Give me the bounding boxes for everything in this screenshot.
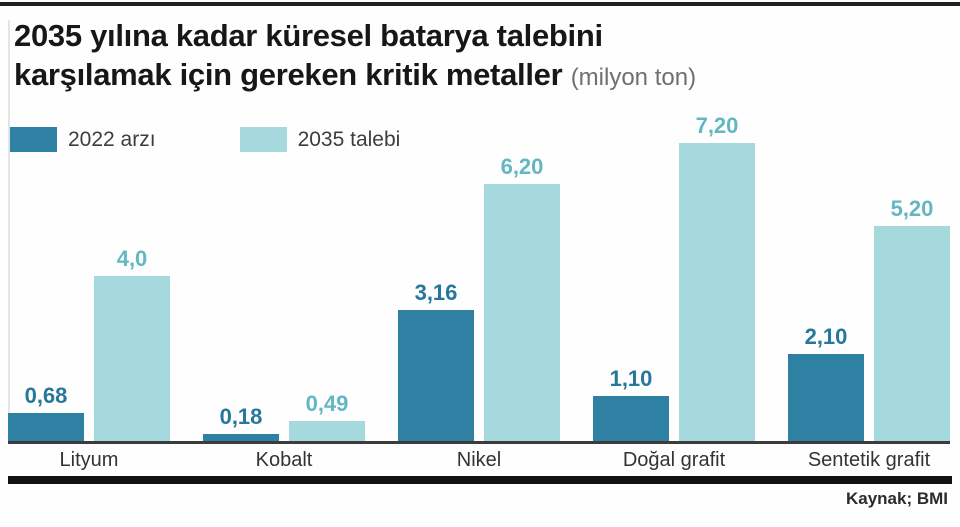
page-title-line1: 2035 yılına kadar küresel batarya talebi… xyxy=(14,18,603,53)
legend-label-2022: 2022 arzı xyxy=(68,127,156,151)
bar-cell-nikel-2035-talebi: 6,20 xyxy=(484,110,560,441)
bar-cell-lityum-2035-talebi: 4,0 xyxy=(94,110,170,441)
bar-cell-lityum-2022-arz-: 0,68 xyxy=(8,110,84,441)
bar-group-nikel: 3,16 6,20 xyxy=(398,110,560,441)
value-label-lityum-2035-talebi: 4,0 xyxy=(116,245,148,271)
value-label-kobalt-2035-talebi: 0,49 xyxy=(305,390,349,416)
bar-do-al-grafit-2022-arz- xyxy=(593,395,669,441)
category-label-kobalt: Kobalt xyxy=(255,449,313,471)
bar-cell-sentetik-grafit-2022-arz-: 2,10 xyxy=(788,110,864,441)
legend-item-2035: 2035 talebi xyxy=(239,127,401,152)
legend-swatch-2035 xyxy=(239,127,287,152)
bar-lityum-2022-arz- xyxy=(8,412,84,441)
bar-do-al-grafit-2035-talebi xyxy=(679,143,755,441)
legend-label-2035: 2035 talebi xyxy=(297,127,401,151)
bar-nikel-2022-arz- xyxy=(398,310,474,441)
chart-legend: 2022 arzı 2035 talebi xyxy=(10,127,400,152)
page-title: 2035 yılına kadar küresel batarya talebi… xyxy=(14,16,696,97)
bar-cell-kobalt-2022-arz-: 0,18 xyxy=(203,110,279,441)
left-border-line xyxy=(8,20,10,440)
category-label-nikel: Nikel xyxy=(456,449,502,471)
bar-cell-sentetik-grafit-2035-talebi: 5,20 xyxy=(874,110,950,441)
bar-nikel-2035-talebi xyxy=(484,184,560,441)
legend-swatch-2022 xyxy=(10,127,57,152)
bar-group-sentetik-grafit: 2,10 5,20 xyxy=(788,110,950,441)
bar-sentetik-grafit-2035-talebi xyxy=(874,225,950,441)
value-label-nikel-2022-arz-: 3,16 xyxy=(414,280,458,306)
category-label-lityum: Lityum xyxy=(59,449,119,471)
category-axis: Lityum Kobalt Nikel Doğal grafit Sentetik gr… xyxy=(8,449,950,472)
value-label-do-al-grafit-2022-arz-: 1,10 xyxy=(609,365,653,391)
value-label-sentetik-grafit-2022-arz-: 2,10 xyxy=(804,324,848,350)
bar-cell-nikel-2022-arz-: 3,16 xyxy=(398,110,474,441)
value-label-do-al-grafit-2035-talebi: 7,20 xyxy=(695,113,739,139)
bar-kobalt-2022-arz- xyxy=(203,433,279,441)
value-label-kobalt-2022-arz-: 0,18 xyxy=(219,403,263,429)
category-label-do-al-grafit: Doğal grafit xyxy=(622,449,726,471)
bar-cell-do-al-grafit-2035-talebi: 7,20 xyxy=(679,110,755,441)
bar-sentetik-grafit-2022-arz- xyxy=(788,354,864,441)
title-unit: (milyon ton) xyxy=(570,64,697,91)
bar-kobalt-2035-talebi xyxy=(289,420,365,441)
x-axis-line xyxy=(8,441,950,444)
legend-item-2022: 2022 arzı xyxy=(10,127,156,152)
bar-group-lityum: 0,68 4,0 xyxy=(8,110,170,441)
bar-group-do-al-grafit: 1,10 7,20 xyxy=(593,110,755,441)
category-label-sentetik-grafit: Sentetik grafit xyxy=(807,449,931,471)
top-divider xyxy=(0,2,960,6)
bar-lityum-2035-talebi xyxy=(94,275,170,441)
value-label-nikel-2035-talebi: 6,20 xyxy=(500,154,544,180)
bottom-divider xyxy=(8,476,952,484)
source-credit: Kaynak; BMI xyxy=(845,489,948,508)
value-label-lityum-2022-arz-: 0,68 xyxy=(24,382,68,408)
page-title-line2: karşılamak için gereken kritik metaller … xyxy=(14,57,697,92)
bar-cell-kobalt-2035-talebi: 0,49 xyxy=(289,110,365,441)
bar-group-kobalt: 0,18 0,49 xyxy=(203,110,365,441)
bar-chart-plot: 0,68 4,0 0,18 0,49 3,16 6,20 1,10 7,20 2,10 5,20 xyxy=(8,110,950,441)
value-label-sentetik-grafit-2035-talebi: 5,20 xyxy=(890,195,934,221)
bar-cell-do-al-grafit-2022-arz-: 1,10 xyxy=(593,110,669,441)
